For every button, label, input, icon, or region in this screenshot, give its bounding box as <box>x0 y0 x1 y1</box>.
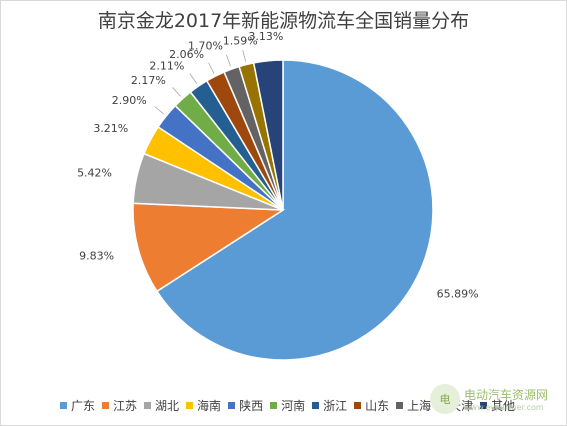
legend-label: 上海 <box>407 398 432 413</box>
legend-swatch <box>396 401 404 409</box>
leader-line-山东 <box>208 62 215 74</box>
leader-line-陕西 <box>154 106 165 115</box>
leader-line-浙江 <box>189 73 198 84</box>
pie-slice-江苏 <box>132 202 286 293</box>
watermark: 电 电动汽车资源网 www.evpartner.com <box>430 384 548 414</box>
watermark-title: 电动汽车资源网 <box>464 388 549 402</box>
pie-slice-广东 <box>155 59 434 361</box>
data-label-上海: 1.70% <box>188 40 223 53</box>
data-label-其他: 3.13% <box>248 30 283 43</box>
legend-item-广东: 广东 <box>60 397 95 414</box>
legend-label: 广东 <box>71 398 96 413</box>
legend-swatch <box>102 401 110 409</box>
legend-item-湖北: 湖北 <box>144 397 179 414</box>
legend-item-浙江: 浙江 <box>312 397 347 414</box>
legend-label: 河南 <box>281 398 306 413</box>
pie-slices <box>132 59 434 361</box>
legend-swatch <box>354 401 362 409</box>
legend-item-其他: 其他 <box>480 397 515 414</box>
legend-item-江苏: 江苏 <box>102 397 137 414</box>
data-label-陕西: 2.90% <box>112 94 147 107</box>
data-label-河南: 2.17% <box>131 74 166 87</box>
legend-label: 海南 <box>197 398 222 413</box>
leader-line-天津 <box>242 49 247 62</box>
legend-swatch <box>270 401 278 409</box>
legend-item-陕西: 陕西 <box>228 397 263 414</box>
legend-label: 江苏 <box>113 398 138 413</box>
chart-title: 南京金龙2017年新能源物流车全国销量分布 <box>97 10 470 32</box>
legend-swatch <box>144 401 152 409</box>
leader-line-河南 <box>172 87 181 97</box>
watermark-logo-text: 电 <box>439 393 451 406</box>
legend-item-上海: 上海 <box>396 397 431 414</box>
legend-swatch <box>312 401 320 409</box>
legend-item-山东: 山东 <box>354 397 389 414</box>
leader-line-上海 <box>226 54 231 67</box>
legend-swatch <box>186 401 194 409</box>
legend-item-海南: 海南 <box>186 397 221 414</box>
legend-swatch <box>480 401 488 409</box>
data-label-海南: 3.21% <box>93 122 128 135</box>
legend-label: 陕西 <box>239 398 264 413</box>
watermark-text: 电动汽车资源网 www.evpartner.com <box>464 386 548 412</box>
data-label-江苏: 9.83% <box>79 250 114 263</box>
leader-lines <box>154 49 247 115</box>
legend-swatch <box>228 401 236 409</box>
watermark-url: www.evpartner.com <box>464 403 544 412</box>
watermark-logo-icon: 电 <box>430 384 460 414</box>
legend-label: 浙江 <box>323 398 348 413</box>
data-labels: 65.89% 9.83% 5.42% 3.21% 2.90% 2.17% 2.11%2.06… <box>77 30 479 301</box>
data-label-山东: 2.06% <box>169 48 204 61</box>
legend-swatch <box>60 401 67 409</box>
legend-label: 湖北 <box>155 398 180 413</box>
data-label-天津: 1.59% <box>223 34 258 47</box>
legend-item-河南: 河南 <box>270 397 305 414</box>
data-label-广东: 65.89% <box>437 288 479 301</box>
pie-slice-其他 <box>252 59 284 211</box>
data-label-湖北: 5.42% <box>77 167 112 180</box>
data-label-浙江: 2.11% <box>149 59 184 72</box>
legend-label: 其他 <box>491 398 516 413</box>
legend-label: 山东 <box>365 398 390 413</box>
